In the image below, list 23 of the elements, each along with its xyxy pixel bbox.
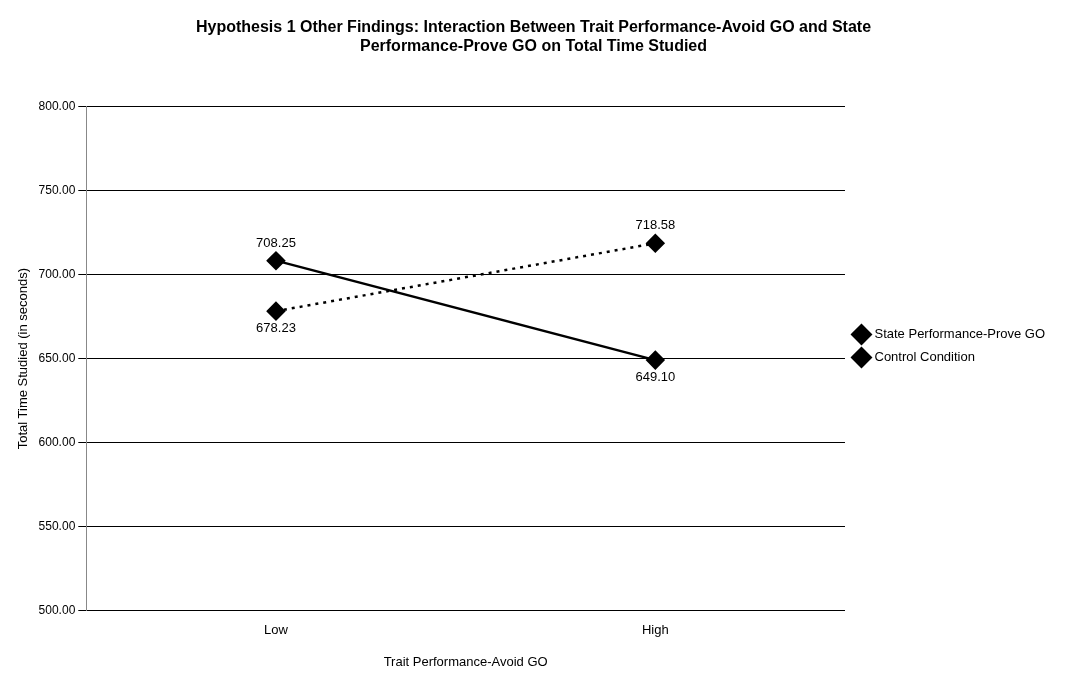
y-tick-label: 650.00 [38,350,76,365]
y-tick-label: 700.00 [38,266,76,281]
x-tick-label: Low [264,622,289,638]
y-tick-label: 600.00 [38,434,76,449]
y-tick-label: 800.00 [38,98,76,113]
data-label: 678.23 [256,320,296,336]
legend-label: Control Condition [874,349,975,365]
data-label: 718.58 [635,217,676,233]
y-tick-label: 750.00 [38,182,76,197]
text: Performance-Prove GO on Total Time Studied [359,37,708,55]
point [266,251,286,270]
point [646,350,665,370]
x-axis-title: Trait Performance-Avoid GO [383,653,548,669]
y-tick-label: 550.00 [38,519,76,534]
x-tick-label: High [641,622,669,638]
data-label: 649.10 [635,369,676,385]
y-tick-label: 500.00 [38,603,76,618]
text: Hypothesis 1 Other Findings: Interaction Between Trait Performance-Avoid GO and State [195,18,872,36]
data-label: 708.25 [256,234,296,250]
y-axis-title: Total Time Studied (in seconds) [15,267,31,450]
point [266,301,286,321]
point [646,234,665,253]
legend-label: State Performance-Prove GO [874,326,1045,342]
